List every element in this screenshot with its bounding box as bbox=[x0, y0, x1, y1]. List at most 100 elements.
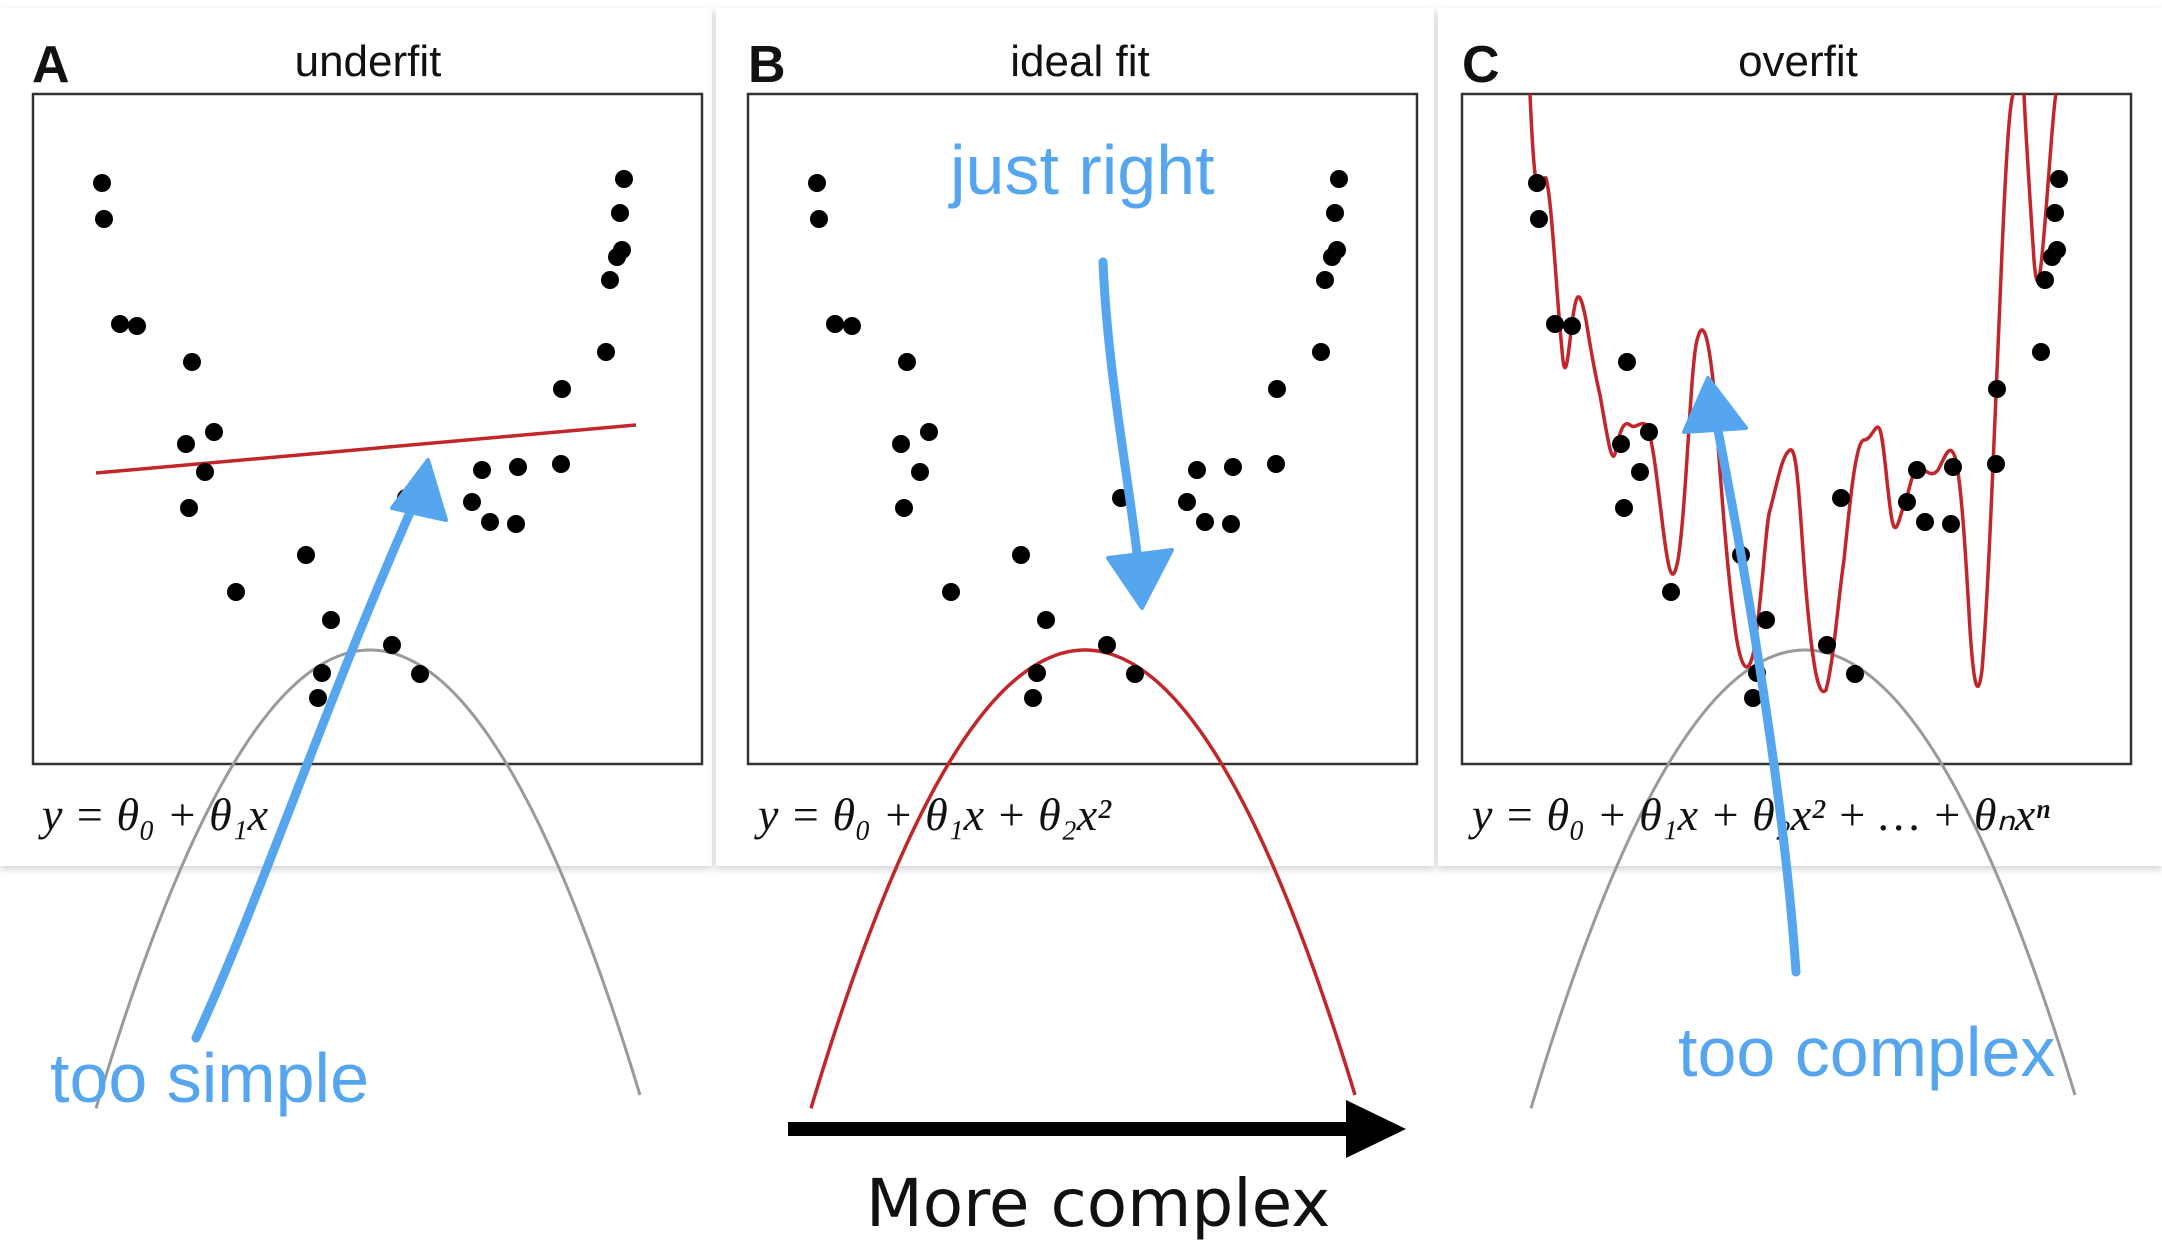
panel-b-data-point bbox=[1037, 611, 1055, 629]
panel-a-data-points bbox=[93, 170, 633, 707]
panel-c-card bbox=[1438, 8, 2162, 866]
panel-b-data-point bbox=[1188, 461, 1206, 479]
panel-b-data-point bbox=[1012, 546, 1030, 564]
panel-c-data-point bbox=[2036, 271, 2054, 289]
complexity-arrow bbox=[788, 1100, 1406, 1158]
annotation-arrow-too-simple bbox=[191, 458, 448, 1043]
panel-b-data-point bbox=[942, 583, 960, 601]
panel-c-data-point bbox=[1640, 423, 1658, 441]
panel-c-data-point bbox=[1988, 380, 2006, 398]
panel-c-data-point bbox=[1631, 463, 1649, 481]
panel-b-data-point bbox=[920, 423, 938, 441]
panel-b-data-point bbox=[1196, 513, 1214, 531]
panel-c-plot-frame bbox=[1460, 92, 2133, 766]
panel-a-title: underfit bbox=[295, 37, 442, 86]
panel-b-data-point bbox=[1028, 664, 1046, 682]
panel-a-data-point bbox=[297, 546, 315, 564]
panel-a-data-point bbox=[553, 380, 571, 398]
panel-a-data-point bbox=[597, 343, 615, 361]
panel-c-data-point bbox=[1757, 611, 1775, 629]
label-just-right: just right bbox=[948, 131, 1215, 209]
panel-a-data-point bbox=[205, 423, 223, 441]
panel-c-data-point bbox=[1898, 493, 1916, 511]
panel-a-data-point bbox=[615, 170, 633, 188]
panel-a-data-point bbox=[227, 583, 245, 601]
panel-b-data-point bbox=[808, 174, 826, 192]
panel-c-data-point bbox=[1618, 353, 1636, 371]
panel-a-letter: A bbox=[32, 36, 70, 94]
panel-c-data-point bbox=[1612, 435, 1630, 453]
panel-a-data-point bbox=[309, 689, 327, 707]
panel-a-data-point bbox=[177, 435, 195, 453]
panel-a-data-point bbox=[111, 315, 129, 333]
panel-a-data-point bbox=[183, 353, 201, 371]
panel-b-data-point bbox=[1178, 493, 1196, 511]
panel-b-data-point bbox=[1024, 689, 1042, 707]
label-too-simple: too simple bbox=[50, 1039, 369, 1117]
annotation-arrow-too-complex bbox=[1682, 376, 1801, 977]
panel-a-data-point bbox=[180, 499, 198, 517]
panel-a-data-point bbox=[463, 493, 481, 511]
panel-c-equation: y = θ₀ + θ₁x + θ₂x² + … + θₙxⁿ bbox=[1468, 789, 2050, 840]
panel-b-data-point bbox=[1267, 455, 1285, 473]
panel-c-data-point bbox=[1916, 513, 1934, 531]
panel-a-data-point bbox=[322, 611, 340, 629]
panel-c-data-point bbox=[1987, 455, 2005, 473]
panel-c-data-point bbox=[2048, 241, 2066, 259]
panel-c-data-point bbox=[1563, 317, 1581, 335]
panel-c-true-curve bbox=[1529, 648, 2077, 1109]
panel-a-equation: y = θ₀ + θ₁x bbox=[38, 789, 269, 840]
panel-c-data-point bbox=[2032, 343, 2050, 361]
panel-a-data-point bbox=[383, 636, 401, 654]
panel-b-data-point bbox=[895, 499, 913, 517]
panel-a-data-point bbox=[507, 515, 525, 533]
panel-b-data-point bbox=[1224, 458, 1242, 476]
panel-c-title: overfit bbox=[1738, 37, 1858, 86]
panel-a-plot-frame bbox=[31, 92, 704, 766]
panel-c-data-point bbox=[1818, 636, 1836, 654]
panel-a-data-point bbox=[411, 665, 429, 683]
panel-b-data-point bbox=[911, 463, 929, 481]
panel-b-data-point bbox=[1126, 665, 1144, 683]
panel-b-data-point bbox=[1312, 343, 1330, 361]
panel-c-data-point bbox=[2050, 170, 2068, 188]
panel-b-data-point bbox=[826, 315, 844, 333]
panel-b-data-point bbox=[1328, 241, 1346, 259]
panel-b-data-point bbox=[1316, 271, 1334, 289]
panel-a-card bbox=[0, 8, 712, 866]
panel-a-data-point bbox=[601, 271, 619, 289]
panel-b-plot-frame bbox=[746, 92, 1419, 766]
panel-a-true-curve bbox=[94, 648, 642, 1109]
panel-a-data-point bbox=[552, 455, 570, 473]
panel-c-letter: C bbox=[1462, 36, 1500, 94]
panel-a-data-point bbox=[95, 210, 113, 228]
panel-c-data-point bbox=[1546, 315, 1564, 333]
panel-c-data-point bbox=[1846, 665, 1864, 683]
panel-b-data-point bbox=[1222, 515, 1240, 533]
panel-c-data-point bbox=[1744, 689, 1762, 707]
panel-b-data-points bbox=[808, 170, 1348, 707]
panel-b-data-point bbox=[898, 353, 916, 371]
panel-a-data-point bbox=[473, 461, 491, 479]
panel-c-data-point bbox=[1615, 499, 1633, 517]
panel-a-data-point bbox=[481, 513, 499, 531]
panel-a-data-point bbox=[93, 174, 111, 192]
panel-a-data-point bbox=[196, 463, 214, 481]
panel-c: C overfit y = θ₀ + θ₁x + θ₂x² + … + θₙxⁿ bbox=[1460, 36, 2133, 1109]
complexity-axis-label: More complex bbox=[866, 1165, 1330, 1242]
panel-b-title: ideal fit bbox=[1010, 37, 1149, 86]
panel-c-data-point bbox=[1908, 461, 1926, 479]
panel-c-data-point bbox=[1530, 210, 1548, 228]
panel-c-data-point bbox=[2046, 204, 2064, 222]
panel-c-data-point bbox=[1944, 458, 1962, 476]
panel-b-data-point bbox=[1326, 204, 1344, 222]
panel-b-card bbox=[716, 8, 1434, 866]
panel-a-data-point bbox=[313, 664, 331, 682]
panel-a-linear-fit bbox=[95, 423, 637, 475]
panel-a-data-point bbox=[128, 317, 146, 335]
panel-a-data-point bbox=[613, 241, 631, 259]
panel-b-data-point bbox=[892, 435, 910, 453]
panel-a: A underfit y = θ₀ + θ₁x bbox=[31, 36, 704, 1109]
panel-a-data-point bbox=[509, 458, 527, 476]
arrow-head-icon bbox=[1346, 1100, 1406, 1158]
